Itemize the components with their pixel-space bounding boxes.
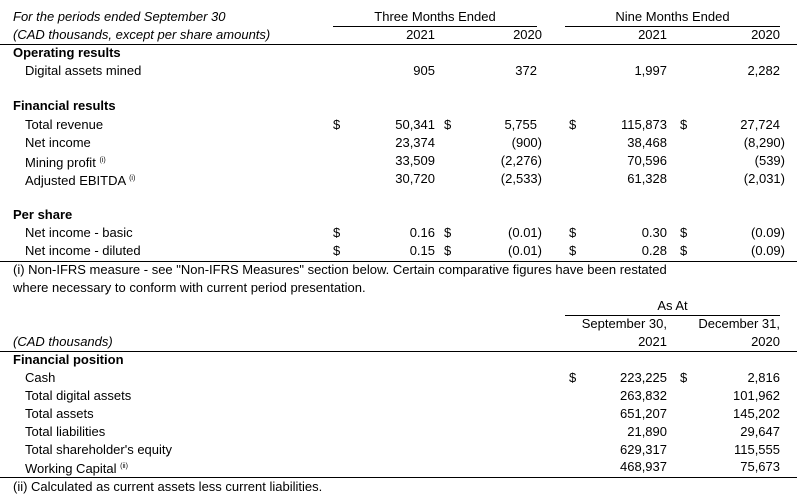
- cell-value: (2,533): [500, 171, 542, 186]
- currency-symbol: $: [569, 117, 577, 132]
- cell-value: 21,890: [627, 424, 667, 439]
- footnote: where necessary to conform with current …: [13, 280, 366, 295]
- cell-value: 468,937: [620, 459, 667, 474]
- cell-value: 38,468: [627, 135, 667, 150]
- cell-value: 115,555: [733, 442, 780, 457]
- currency-symbol: $: [680, 225, 688, 240]
- cell-value: 70,596: [627, 153, 667, 168]
- cell-value: 2,816: [747, 370, 780, 385]
- divider: [0, 351, 797, 352]
- cell-value: 145,202: [733, 406, 780, 421]
- row-label: Total digital assets: [25, 388, 132, 403]
- column-header: 2021: [638, 334, 667, 349]
- currency-symbol: $: [569, 370, 577, 385]
- currency-symbol: $: [680, 243, 688, 258]
- cell-value: (2,031): [743, 171, 785, 186]
- row-label: Working Capital (ii): [25, 461, 128, 476]
- footnote-marker: (i): [129, 175, 136, 182]
- units-header: (CAD thousands, except per share amounts…: [13, 27, 271, 42]
- cell-value: (0.01): [508, 243, 542, 258]
- row-label: Net income - diluted: [25, 243, 141, 258]
- cell-value: (2,276): [500, 153, 542, 168]
- cell-value: 223,225: [620, 370, 667, 385]
- currency-symbol: $: [333, 243, 341, 258]
- cell-value: 2,282: [747, 63, 780, 78]
- row-label: Total liabilities: [25, 424, 106, 439]
- currency-symbol: $: [333, 225, 341, 240]
- header-rule: [565, 315, 780, 316]
- column-header: September 30,: [581, 316, 667, 331]
- divider: [0, 477, 797, 478]
- cell-value: (0.09): [751, 225, 785, 240]
- section-title: Financial results: [13, 98, 116, 113]
- currency-symbol: $: [680, 117, 688, 132]
- cell-value: 23,374: [395, 135, 435, 150]
- row-label: Mining profit (i): [25, 155, 106, 170]
- section-title: Operating results: [13, 45, 121, 60]
- cell-value: 50,341: [395, 117, 435, 132]
- year-header: 2021: [406, 27, 435, 42]
- cell-value: 629,317: [620, 442, 667, 457]
- as-at-header: As At: [657, 298, 688, 313]
- period-header: For the periods ended September 30: [13, 9, 226, 24]
- header-rule: [565, 26, 780, 27]
- cell-value: 33,509: [395, 153, 435, 168]
- currency-symbol: $: [569, 225, 577, 240]
- cell-value: 101,962: [733, 388, 780, 403]
- year-header: 2020: [751, 27, 780, 42]
- divider: [0, 44, 797, 45]
- cell-value: 0.28: [641, 243, 667, 258]
- row-label: Adjusted EBITDA (i): [25, 173, 136, 188]
- row-label: Cash: [25, 370, 56, 385]
- cell-value: 61,328: [627, 171, 667, 186]
- cell-value: 27,724: [740, 117, 780, 132]
- three-months-header: Three Months Ended: [374, 9, 496, 24]
- row-label: Net income: [25, 135, 91, 150]
- cell-value: 263,832: [620, 388, 667, 403]
- column-header: December 31,: [698, 316, 780, 331]
- cell-value: 0.16: [409, 225, 435, 240]
- row-label: Digital assets mined: [25, 63, 142, 78]
- currency-symbol: $: [444, 117, 452, 132]
- cell-value: 372: [515, 63, 537, 78]
- cell-value: 0.15: [409, 243, 435, 258]
- cell-value: (900): [511, 135, 542, 150]
- currency-symbol: $: [333, 117, 341, 132]
- cell-value: 905: [413, 63, 435, 78]
- footnote-marker: (ii): [120, 463, 128, 470]
- year-header: 2020: [513, 27, 542, 42]
- nine-months-header: Nine Months Ended: [615, 9, 730, 24]
- cell-value: (8,290): [743, 135, 785, 150]
- cell-value: 651,207: [620, 406, 667, 421]
- cell-value: (539): [754, 153, 785, 168]
- section-title: Financial position: [13, 352, 124, 367]
- footnote: (i) Non-IFRS measure - see "Non-IFRS Mea…: [13, 262, 667, 277]
- cell-value: 75,673: [740, 459, 780, 474]
- footnote: (ii) Calculated as current assets less c…: [13, 479, 323, 494]
- currency-symbol: $: [569, 243, 577, 258]
- header-rule: [333, 26, 537, 27]
- column-header: 2020: [751, 334, 780, 349]
- currency-symbol: $: [680, 370, 688, 385]
- year-header: 2021: [638, 27, 667, 42]
- cell-value: 0.30: [641, 225, 667, 240]
- row-label: Total shareholder's equity: [25, 442, 173, 457]
- row-label: Total revenue: [25, 117, 104, 132]
- cell-value: 29,647: [740, 424, 780, 439]
- cell-value: (0.09): [751, 243, 785, 258]
- row-label: Total assets: [25, 406, 94, 421]
- cell-value: 1,997: [634, 63, 667, 78]
- row-label: Net income - basic: [25, 225, 133, 240]
- cell-value: 30,720: [395, 171, 435, 186]
- units-header: (CAD thousands): [13, 334, 113, 349]
- cell-value: 5,755: [504, 117, 537, 132]
- section-title: Per share: [13, 207, 73, 222]
- footnote-marker: (i): [99, 157, 106, 164]
- divider: [0, 261, 797, 262]
- cell-value: 115,873: [620, 117, 667, 132]
- cell-value: (0.01): [508, 225, 542, 240]
- currency-symbol: $: [444, 243, 452, 258]
- currency-symbol: $: [444, 225, 452, 240]
